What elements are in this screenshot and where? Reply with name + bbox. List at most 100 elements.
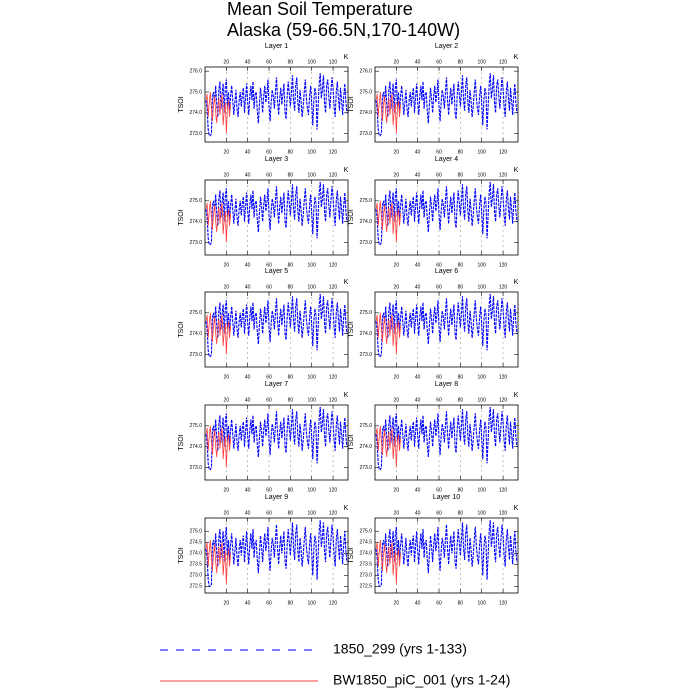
unit-label: K — [514, 167, 519, 174]
y-tick-label: 275.0 — [189, 310, 202, 316]
x-bottom-tick-label: 120 — [499, 149, 508, 155]
x-top-tick-label: 120 — [499, 59, 508, 65]
y-tick-label: 274.0 — [359, 219, 372, 225]
x-bottom-tick-label: 40 — [245, 374, 251, 380]
plot-frame — [204, 179, 349, 256]
x-top-tick-label: 40 — [415, 397, 421, 403]
x-top-tick-label: 20 — [224, 284, 230, 290]
y-tick-label: 275.0 — [189, 529, 202, 535]
x-bottom-tick-label: 120 — [329, 149, 338, 155]
unit-label: K — [344, 167, 349, 174]
x-bottom-tick-label: 40 — [245, 262, 251, 268]
x-top-tick-label: 40 — [415, 510, 421, 516]
x-bottom-tick-label: 20 — [394, 149, 400, 155]
x-bottom-tick-label: 60 — [266, 374, 272, 380]
y-tick-label: 274.0 — [359, 331, 372, 337]
x-bottom-tick-label: 20 — [394, 374, 400, 380]
x-top-tick-label: 80 — [288, 284, 294, 290]
y-tick-label: 275.0 — [359, 198, 372, 204]
y-axis-label: TSOI — [178, 547, 185, 563]
y-axis-label: TSOI — [348, 434, 355, 450]
plot-frame — [374, 179, 519, 256]
series-line — [205, 425, 232, 468]
y-tick-label: 273.0 — [189, 573, 202, 579]
y-tick-label: 272.5 — [359, 584, 372, 590]
series-line — [205, 200, 232, 243]
x-top-tick-label: 120 — [499, 397, 508, 403]
x-bottom-tick-label: 100 — [308, 149, 317, 155]
x-top-tick-label: 60 — [266, 172, 272, 178]
x-top-tick-label: 80 — [288, 510, 294, 516]
x-top-tick-label: 60 — [436, 510, 442, 516]
series-line — [205, 407, 348, 471]
x-top-tick-label: 100 — [308, 510, 317, 516]
x-top-tick-label: 40 — [415, 59, 421, 65]
x-top-tick-label: 60 — [266, 284, 272, 290]
x-top-tick-label: 80 — [288, 59, 294, 65]
y-tick-label: 275.0 — [359, 310, 372, 316]
y-tick-label: 273.0 — [189, 240, 202, 246]
x-bottom-tick-label: 100 — [478, 149, 487, 155]
y-tick-label: 274.5 — [359, 540, 372, 546]
legend-label: 1850_299 (yrs 1-133) — [333, 641, 467, 657]
x-bottom-tick-label: 60 — [266, 149, 272, 155]
x-top-tick-label: 120 — [499, 172, 508, 178]
y-tick-label: 274.0 — [189, 551, 202, 557]
unit-label: K — [514, 54, 519, 61]
y-tick-label: 273.0 — [359, 465, 372, 471]
panel-title: Layer 3 — [265, 156, 288, 163]
y-tick-label: 275.0 — [189, 198, 202, 204]
y-axis-label: TSOI — [178, 321, 185, 337]
x-top-tick-label: 20 — [224, 397, 230, 403]
x-top-tick-label: 20 — [224, 59, 230, 65]
y-axis-label: TSOI — [348, 96, 355, 112]
x-top-tick-label: 80 — [458, 510, 464, 516]
x-bottom-tick-label: 100 — [308, 487, 317, 493]
y-axis-label: TSOI — [348, 321, 355, 337]
x-top-tick-label: 20 — [394, 284, 400, 290]
y-axis-label: TSOI — [348, 209, 355, 225]
y-tick-label: 274.0 — [359, 444, 372, 450]
x-bottom-tick-label: 80 — [288, 600, 294, 606]
y-tick-label: 273.5 — [359, 562, 372, 568]
x-top-tick-label: 100 — [308, 172, 317, 178]
series-line — [375, 91, 402, 134]
x-bottom-tick-label: 100 — [478, 262, 487, 268]
y-tick-label: 275.0 — [359, 529, 372, 535]
x-bottom-tick-label: 80 — [288, 487, 294, 493]
x-bottom-tick-label: 20 — [224, 600, 230, 606]
x-top-tick-label: 100 — [478, 284, 487, 290]
x-top-tick-label: 40 — [245, 172, 251, 178]
x-bottom-tick-label: 20 — [394, 600, 400, 606]
x-bottom-tick-label: 40 — [245, 149, 251, 155]
x-top-tick-label: 40 — [245, 59, 251, 65]
x-bottom-tick-label: 20 — [224, 149, 230, 155]
x-bottom-tick-label: 120 — [499, 262, 508, 268]
plot-frame — [204, 404, 349, 481]
plot-frame — [204, 517, 349, 594]
x-top-tick-label: 100 — [478, 172, 487, 178]
x-bottom-tick-label: 120 — [499, 600, 508, 606]
x-top-tick-label: 120 — [499, 510, 508, 516]
y-tick-label: 275.0 — [189, 89, 202, 95]
series-line — [375, 425, 402, 468]
x-top-tick-label: 120 — [329, 510, 338, 516]
y-tick-label: 275.0 — [359, 423, 372, 429]
x-top-tick-label: 80 — [458, 397, 464, 403]
x-bottom-tick-label: 20 — [224, 374, 230, 380]
plot-frame — [374, 66, 519, 143]
x-top-tick-label: 60 — [436, 397, 442, 403]
x-bottom-tick-label: 100 — [478, 374, 487, 380]
x-top-tick-label: 40 — [245, 397, 251, 403]
x-top-tick-label: 20 — [394, 59, 400, 65]
series-line — [205, 312, 232, 355]
series-line — [375, 520, 518, 587]
x-bottom-tick-label: 20 — [224, 487, 230, 493]
y-tick-label: 276.0 — [359, 68, 372, 74]
series-line — [205, 520, 348, 587]
chart-title: Mean Soil Temperature — [227, 0, 413, 19]
series-line — [375, 312, 402, 355]
y-tick-label: 274.0 — [359, 110, 372, 116]
chart-subtitle: Alaska (59-66.5N,170-140W) — [227, 20, 460, 40]
series-line — [375, 294, 518, 358]
